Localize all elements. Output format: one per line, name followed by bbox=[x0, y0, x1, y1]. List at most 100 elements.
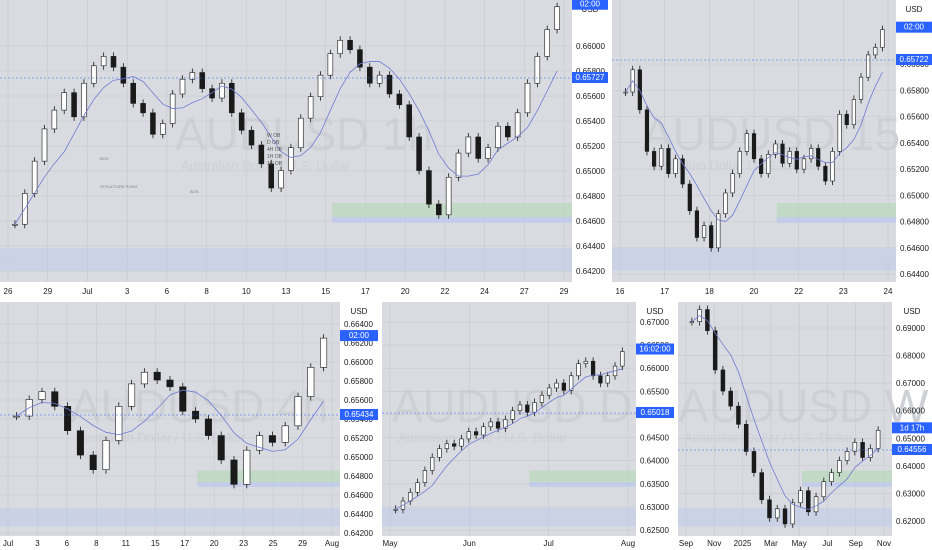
candle-body bbox=[406, 104, 412, 138]
time-countdown-badge bbox=[892, 422, 932, 434]
candle-body bbox=[495, 125, 501, 149]
candle-body bbox=[140, 103, 146, 114]
time-axis[interactable] bbox=[678, 536, 932, 550]
y-tick-label: 0.64400 bbox=[900, 270, 929, 279]
x-tick-label: 26 bbox=[4, 287, 13, 296]
chart-panel-weekly[interactable]: AUDUSD W Australian Dollar / U.S. Dollar 0… bbox=[678, 302, 932, 550]
candle-body bbox=[38, 391, 46, 400]
candle-body bbox=[701, 225, 707, 238]
candle-body bbox=[503, 419, 508, 429]
y-tick-label: 0.65400 bbox=[576, 117, 605, 126]
candle-body bbox=[495, 421, 501, 429]
candle-body bbox=[801, 158, 807, 170]
y-tick-label: 0.65800 bbox=[900, 86, 929, 95]
y-tick-label: 0.65500 bbox=[640, 387, 669, 396]
y-tick-label: 0.66000 bbox=[576, 42, 605, 51]
candle-body bbox=[230, 459, 238, 485]
candle-body bbox=[544, 29, 550, 57]
x-tick-label: 29 bbox=[43, 287, 52, 296]
chart-panel-15m[interactable]: AUDUSD 15 Australian Dollar / U.S. Dollar… bbox=[612, 0, 932, 298]
x-tick-label: 20 bbox=[750, 287, 759, 296]
price-axis[interactable] bbox=[896, 0, 932, 298]
candle-body bbox=[415, 482, 420, 493]
candle-body bbox=[64, 406, 72, 431]
candle-body bbox=[844, 113, 849, 125]
candle-body bbox=[229, 82, 235, 114]
candle-body bbox=[744, 133, 749, 152]
candle-body bbox=[659, 148, 664, 167]
candle-body bbox=[554, 6, 560, 30]
time-axis[interactable] bbox=[382, 536, 674, 550]
legend-entry-4: 15' OB bbox=[267, 161, 283, 167]
order-block-zone bbox=[529, 482, 636, 487]
weekly-order-block-zone bbox=[382, 507, 636, 527]
legend-entry-1: D OB bbox=[267, 140, 280, 146]
candle-body bbox=[347, 39, 353, 50]
moving-average-line bbox=[16, 389, 324, 452]
moving-average-line bbox=[691, 315, 879, 510]
candle-body bbox=[534, 56, 541, 84]
order-block-zone bbox=[529, 470, 636, 483]
candle-body bbox=[775, 508, 780, 519]
candle-body bbox=[561, 382, 566, 391]
candle-body bbox=[547, 387, 552, 396]
y-tick-label: 0.65000 bbox=[576, 167, 605, 176]
y-tick-label: 0.64000 bbox=[896, 462, 925, 471]
y-tick-label: 0.68000 bbox=[896, 352, 925, 361]
x-tick-label: Aug bbox=[325, 539, 339, 548]
candle-body bbox=[694, 210, 700, 238]
candle-body bbox=[830, 151, 835, 182]
candle-body bbox=[880, 29, 885, 48]
time-axis[interactable] bbox=[0, 536, 378, 550]
candle-body bbox=[517, 404, 523, 412]
candle-body bbox=[91, 65, 97, 84]
x-tick-label: 20 bbox=[210, 539, 219, 548]
candle-body bbox=[767, 499, 772, 519]
price-axis[interactable] bbox=[572, 0, 608, 298]
x-tick-label: 24 bbox=[884, 287, 893, 296]
y-tick-label: 0.62500 bbox=[640, 526, 669, 535]
candle-body bbox=[816, 148, 821, 167]
order-block-zone bbox=[197, 482, 340, 487]
candle-body bbox=[525, 404, 530, 413]
moving-average-line bbox=[395, 368, 623, 510]
chart-panel-1h[interactable]: AUDUSD 1h Australian Dollar / U.S. Dollar… bbox=[0, 0, 608, 298]
time-axis[interactable] bbox=[0, 282, 608, 298]
chart-panel-daily[interactable]: AUDUSD D Australian Dollar / U.S. Dollar 0… bbox=[382, 302, 674, 550]
candle-body bbox=[199, 72, 205, 89]
candle-body bbox=[416, 136, 422, 171]
symbol-watermark: AUDUSD W bbox=[678, 380, 929, 432]
time-axis[interactable] bbox=[612, 282, 932, 298]
candle-body bbox=[452, 443, 457, 447]
x-tick-label: 17 bbox=[180, 539, 189, 548]
candle-body bbox=[644, 109, 650, 152]
x-tick-label: Nov bbox=[707, 539, 721, 548]
candle-body bbox=[728, 390, 733, 407]
y-tick-label: 0.64600 bbox=[900, 244, 929, 253]
candle-body bbox=[844, 451, 850, 461]
candle-body bbox=[666, 148, 671, 174]
price-axis[interactable] bbox=[340, 302, 378, 550]
chart-panel-4h[interactable]: AUDUSD 4h Australian Dollar / U.S. Dollar… bbox=[0, 302, 378, 550]
time-countdown-text: 16:02:00 bbox=[639, 345, 671, 354]
current-price-text: 0.65434 bbox=[345, 410, 374, 419]
symbol-description-watermark: Australian Dollar / U.S. Dollar bbox=[181, 158, 351, 173]
legend-entry-0: W OB bbox=[267, 133, 281, 139]
candle-body bbox=[51, 109, 58, 130]
x-tick-label: Jul bbox=[544, 539, 554, 548]
time-countdown-text: 02:00 bbox=[349, 331, 370, 340]
currency-label: USD bbox=[351, 307, 368, 316]
candle-body bbox=[524, 82, 531, 114]
price-axis[interactable] bbox=[636, 302, 674, 550]
legend-entry-2: 4H OB bbox=[267, 147, 283, 153]
current-price-text: 0.64556 bbox=[898, 445, 927, 454]
y-tick-label: 0.66400 bbox=[344, 320, 373, 329]
current-price-badge bbox=[896, 54, 932, 65]
candle-body bbox=[485, 147, 491, 159]
y-tick-label: 0.64800 bbox=[900, 218, 929, 227]
